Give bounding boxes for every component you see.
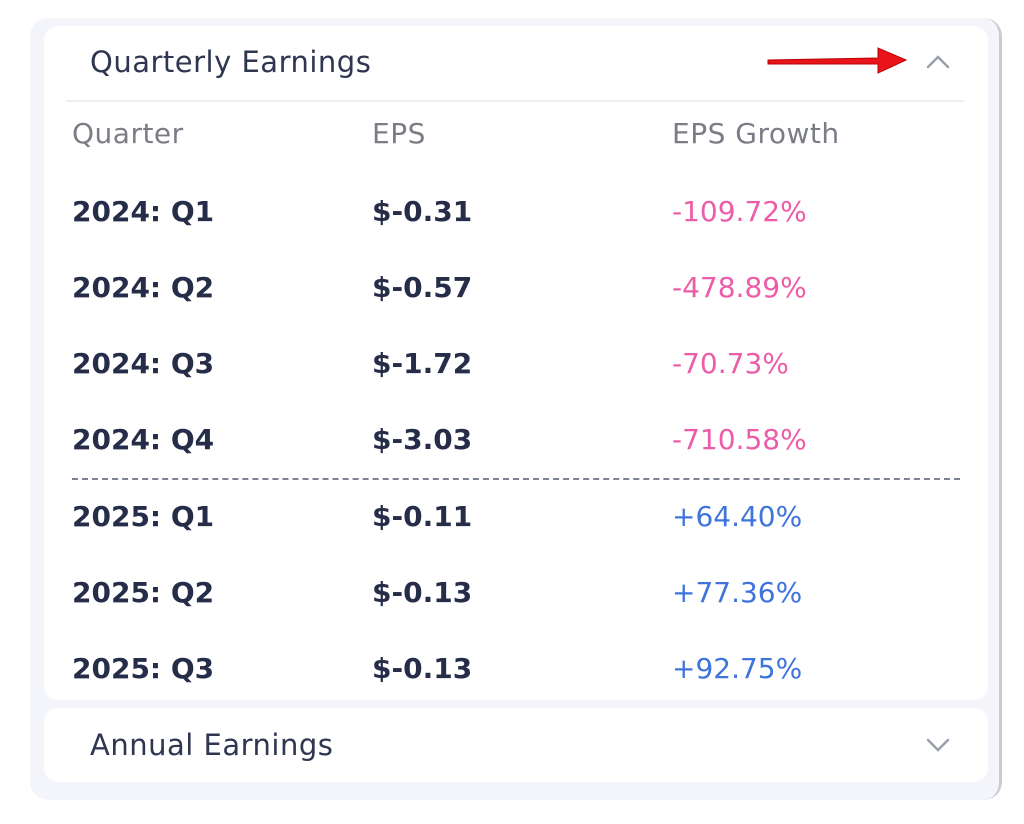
growth-cell: +92.75% xyxy=(672,652,803,685)
growth-cell: -109.72% xyxy=(672,195,807,228)
header-icons xyxy=(767,47,950,74)
eps-cell: $-1.72 xyxy=(372,347,473,380)
quarterly-card xyxy=(44,26,988,700)
growth-cell: +77.36% xyxy=(672,576,803,609)
column-header: Quarter xyxy=(72,117,184,150)
quarter-cell: 2025: Q2 xyxy=(72,576,215,609)
quarter-cell: 2024: Q4 xyxy=(72,423,215,456)
section-title[interactable]: Quarterly Earnings xyxy=(90,45,372,79)
eps-cell: $-0.13 xyxy=(372,576,473,609)
eps-cell: $-0.11 xyxy=(372,500,473,533)
growth-cell: -710.58% xyxy=(672,423,807,456)
column-header: EPS xyxy=(372,117,426,150)
column-header: EPS Growth xyxy=(672,117,840,150)
quarter-cell: 2024: Q2 xyxy=(72,271,215,304)
eps-cell: $-3.03 xyxy=(372,423,473,456)
section-title[interactable]: Annual Earnings xyxy=(90,728,334,762)
growth-cell: -70.73% xyxy=(672,347,789,380)
red-arrow xyxy=(767,47,908,74)
growth-cell: -478.89% xyxy=(672,271,807,304)
year-separator xyxy=(72,478,960,480)
quarter-cell: 2024: Q1 xyxy=(72,195,215,228)
annual-card[interactable] xyxy=(44,708,988,782)
divider xyxy=(66,100,964,102)
quarter-cell: 2025: Q1 xyxy=(72,500,215,533)
growth-cell: +64.40% xyxy=(672,500,803,533)
quarter-cell: 2024: Q3 xyxy=(72,347,215,380)
quarter-cell: 2025: Q3 xyxy=(72,652,215,685)
eps-cell: $-0.57 xyxy=(372,271,473,304)
collapse-chevron[interactable] xyxy=(926,55,950,69)
chevron-icon xyxy=(926,738,950,752)
eps-cell: $-0.31 xyxy=(372,195,473,228)
eps-cell: $-0.13 xyxy=(372,652,473,685)
expand-chevron[interactable] xyxy=(920,732,956,758)
